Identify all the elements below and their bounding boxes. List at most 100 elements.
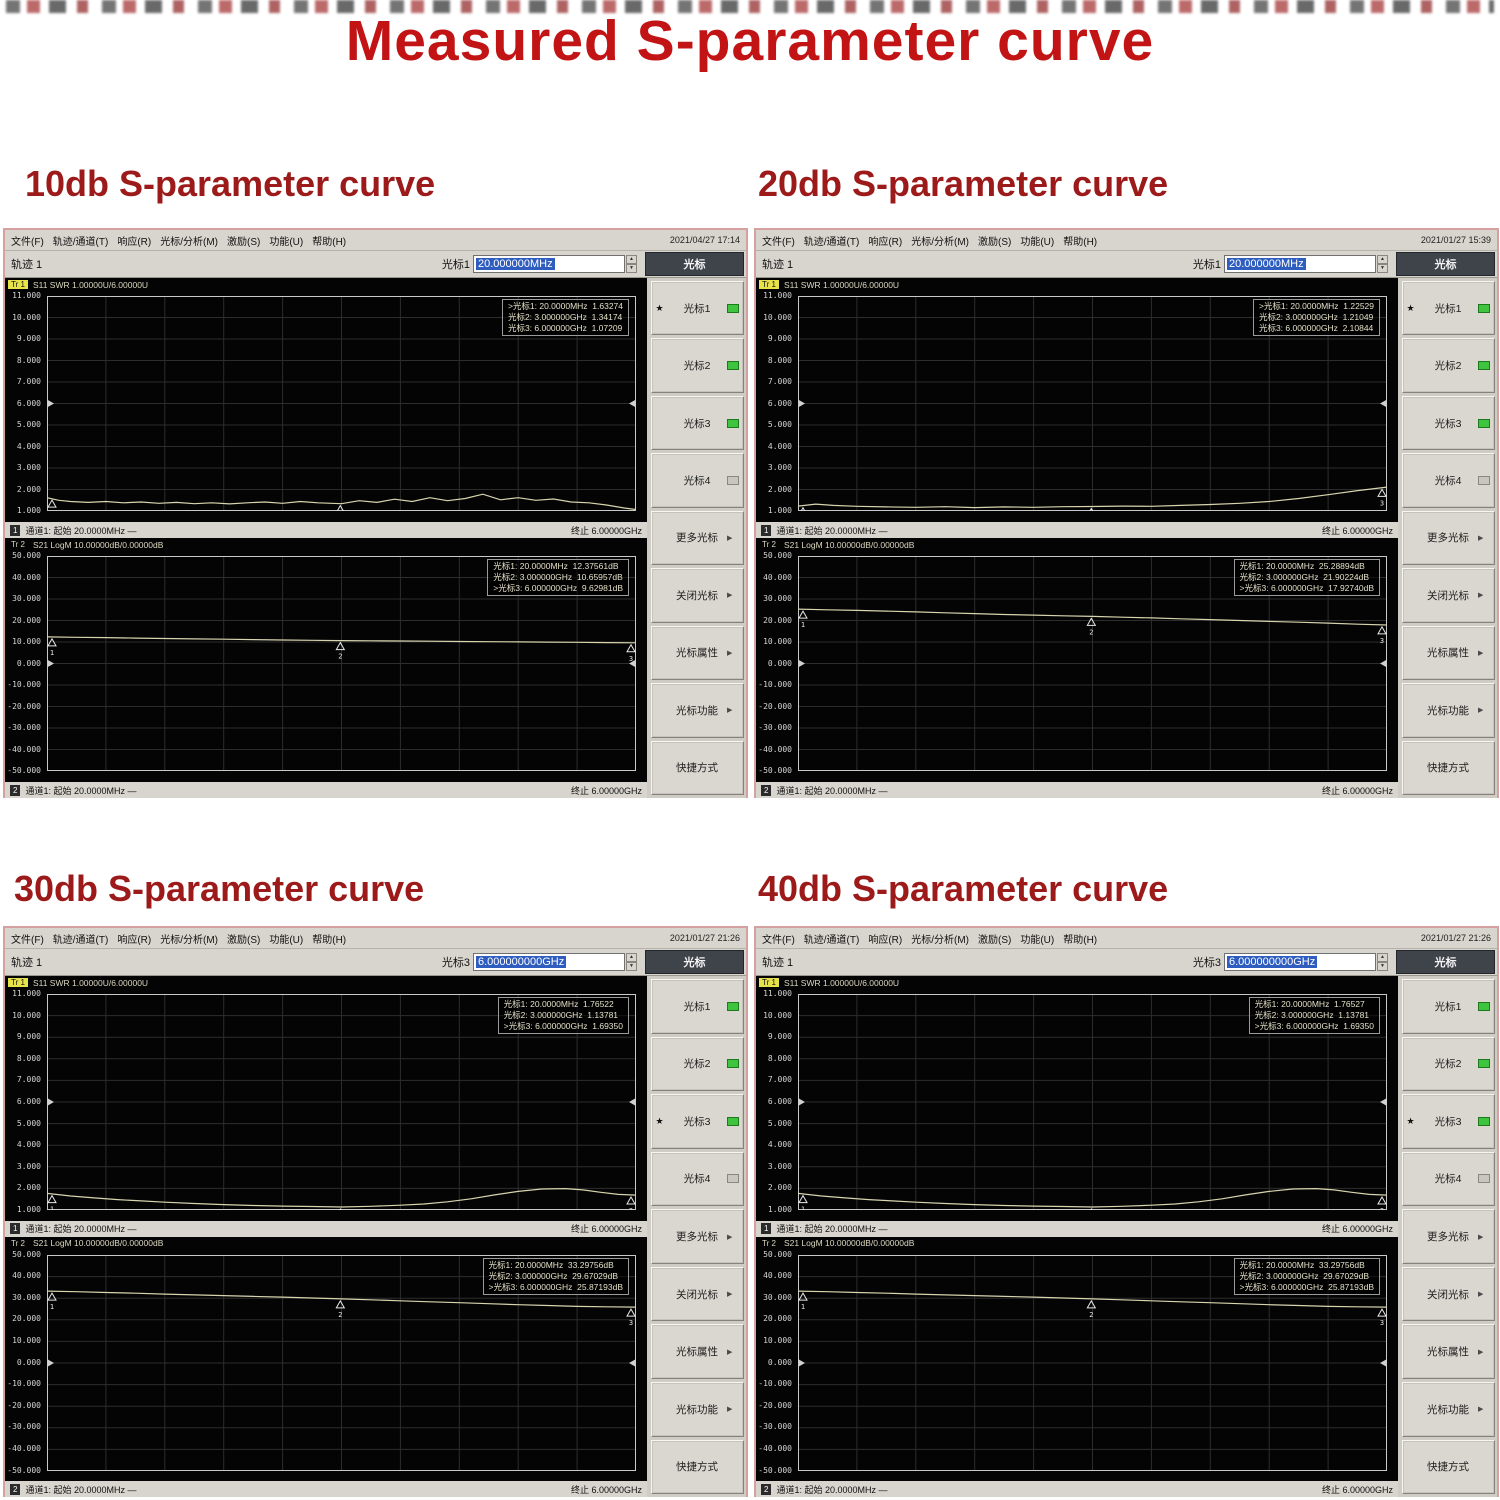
y-axis-tick-label: -30.000 <box>7 1422 41 1432</box>
sidebar-button-光标属性[interactable]: 光标属性 ▶ <box>1402 625 1495 681</box>
sidebar-button-光标2[interactable]: 光标2 <box>651 338 744 393</box>
sidebar-button-光标1[interactable]: 光标1 <box>651 979 744 1034</box>
start-frequency-label: 通道1: 起始 20.0000MHz — <box>25 1484 137 1495</box>
menu-item[interactable]: 功能(U) <box>269 236 304 248</box>
sidebar-button-光标3[interactable]: 光标3 <box>1402 395 1495 451</box>
svg-text:3: 3 <box>1380 1207 1384 1210</box>
trace-selector[interactable]: 轨迹 1 <box>11 957 43 969</box>
menu-item[interactable]: 响应(R) <box>117 934 152 946</box>
sidebar-button-光标4[interactable]: 光标4 <box>651 1151 744 1207</box>
sidebar-button-光标4[interactable]: 光标4 <box>651 453 744 508</box>
sidebar-button-快捷方式[interactable]: 快捷方式 <box>1402 740 1495 795</box>
channel-number-badge: 2 <box>761 784 772 796</box>
svg-text:3: 3 <box>629 655 633 663</box>
marker-frequency-input[interactable]: 6.000000000GHz <box>473 953 625 971</box>
marker-frequency-input[interactable]: 20.000000MHz <box>473 255 625 273</box>
spin-down-icon[interactable]: ▼ <box>626 962 637 971</box>
menu-item[interactable]: 轨迹/通道(T) <box>803 934 860 946</box>
sidebar-button-快捷方式[interactable]: 快捷方式 <box>651 1439 744 1495</box>
sidebar-button-光标1[interactable]: ★ 光标1 <box>1402 281 1495 336</box>
y-axis-tick-label: 8.000 <box>16 1053 41 1063</box>
menu-item[interactable]: 帮助(H) <box>312 236 347 248</box>
sidebar-button-光标功能[interactable]: 光标功能 ▶ <box>651 683 744 738</box>
sidebar-button-更多光标[interactable]: 更多光标 ▶ <box>651 510 744 566</box>
marker-frequency-input[interactable]: 20.000000MHz <box>1224 255 1376 273</box>
y-axis-tick-label: 20.000 <box>12 615 41 625</box>
menu-item[interactable]: 文件(F) <box>11 236 44 248</box>
sidebar-button-光标1[interactable]: ★ 光标1 <box>651 281 744 336</box>
menu-item[interactable]: 文件(F) <box>11 934 44 946</box>
frequency-spinner[interactable]: ▲ ▼ <box>1377 953 1388 971</box>
s21-chart: Tr 2 S21 LogM 10.00000dB/0.00000dB 50.00… <box>5 538 647 782</box>
menu-item[interactable]: 帮助(H) <box>312 934 347 946</box>
sidebar-button-光标3[interactable]: 光标3 <box>651 395 744 451</box>
spin-up-icon[interactable]: ▲ <box>1377 953 1388 962</box>
sidebar-button-更多光标[interactable]: 更多光标 ▶ <box>1402 510 1495 566</box>
menu-item[interactable]: 响应(R) <box>117 236 152 248</box>
spin-up-icon[interactable]: ▲ <box>626 953 637 962</box>
sidebar-button-光标属性[interactable]: 光标属性 ▶ <box>1402 1324 1495 1379</box>
sidebar-button-光标功能[interactable]: 光标功能 ▶ <box>651 1381 744 1437</box>
menu-item[interactable]: 激励(S) <box>978 934 1012 946</box>
sidebar-button-label: 光标4 <box>1434 1173 1462 1186</box>
sidebar-button-光标功能[interactable]: 光标功能 ▶ <box>1402 683 1495 738</box>
sidebar-button-光标属性[interactable]: 光标属性 ▶ <box>651 625 744 681</box>
sidebar-button-label: 光标功能 <box>1427 1403 1469 1416</box>
menu-item[interactable]: 光标/分析(M) <box>911 934 969 946</box>
start-frequency-label: 通道1: 起始 20.0000MHz — <box>25 1224 137 1234</box>
menu-item[interactable]: 响应(R) <box>868 236 903 248</box>
menu-item[interactable]: 光标/分析(M) <box>911 236 969 248</box>
marker-frequency-input[interactable]: 6.000000000GHz <box>1224 953 1376 971</box>
sidebar-button-光标4[interactable]: 光标4 <box>1402 1151 1495 1207</box>
sidebar-button-光标属性[interactable]: 光标属性 ▶ <box>651 1324 744 1379</box>
sidebar-button-更多光标[interactable]: 更多光标 ▶ <box>1402 1209 1495 1264</box>
sidebar-button-快捷方式[interactable]: 快捷方式 <box>651 740 744 795</box>
frequency-spinner[interactable]: ▲ ▼ <box>626 255 637 273</box>
spin-down-icon[interactable]: ▼ <box>1377 264 1388 273</box>
trace-selector[interactable]: 轨迹 1 <box>11 259 43 271</box>
menu-item[interactable]: 功能(U) <box>1020 934 1055 946</box>
menu-item[interactable]: 文件(F) <box>762 236 795 248</box>
ref-level-arrow-left-icon <box>47 659 54 668</box>
spin-down-icon[interactable]: ▼ <box>626 264 637 273</box>
menu-item[interactable]: 功能(U) <box>1020 236 1055 248</box>
spin-down-icon[interactable]: ▼ <box>1377 962 1388 971</box>
sidebar-button-光标4[interactable]: 光标4 <box>1402 453 1495 508</box>
menu-item[interactable]: 激励(S) <box>978 236 1012 248</box>
sidebar-button-快捷方式[interactable]: 快捷方式 <box>1402 1439 1495 1495</box>
sidebar-button-光标2[interactable]: 光标2 <box>1402 338 1495 393</box>
menu-item[interactable]: 文件(F) <box>762 934 795 946</box>
menu-item[interactable]: 响应(R) <box>868 934 903 946</box>
menu-item[interactable]: 轨迹/通道(T) <box>52 236 109 248</box>
sidebar-button-更多光标[interactable]: 更多光标 ▶ <box>651 1209 744 1264</box>
sidebar-button-关闭光标[interactable]: 关闭光标 ▶ <box>651 568 744 623</box>
menu-item[interactable]: 功能(U) <box>269 934 304 946</box>
menu-item[interactable]: 帮助(H) <box>1063 934 1098 946</box>
menu-item[interactable]: 帮助(H) <box>1063 236 1098 248</box>
trace-selector[interactable]: 轨迹 1 <box>762 259 794 271</box>
sidebar-button-光标3[interactable]: ★ 光标3 <box>651 1094 744 1149</box>
menu-item[interactable]: 轨迹/通道(T) <box>803 236 860 248</box>
menu-item[interactable]: 激励(S) <box>227 934 261 946</box>
spin-up-icon[interactable]: ▲ <box>626 255 637 264</box>
menu-item[interactable]: 轨迹/通道(T) <box>52 934 109 946</box>
sidebar-button-关闭光标[interactable]: 关闭光标 ▶ <box>1402 1266 1495 1322</box>
menu-item[interactable]: 光标/分析(M) <box>160 236 218 248</box>
menu-item[interactable]: 光标/分析(M) <box>160 934 218 946</box>
sidebar-button-关闭光标[interactable]: 关闭光标 ▶ <box>1402 568 1495 623</box>
sidebar-button-光标2[interactable]: 光标2 <box>651 1036 744 1092</box>
sidebar-button-光标2[interactable]: 光标2 <box>1402 1036 1495 1092</box>
marker-readout-line: 光标1: 20.0000MHz 25.28894dB <box>1239 561 1365 571</box>
marker-readout-line: 光标1: 20.0000MHz 12.37561dB <box>493 561 619 571</box>
swr-chart: Tr 1 S11 SWR 1.00000U/6.00000U 11.000 10.… <box>5 976 647 1221</box>
y-axis-tick-label: 8.000 <box>16 355 41 365</box>
sidebar-button-光标1[interactable]: 光标1 <box>1402 979 1495 1034</box>
sidebar-button-光标3[interactable]: ★ 光标3 <box>1402 1094 1495 1149</box>
sidebar-button-光标功能[interactable]: 光标功能 ▶ <box>1402 1381 1495 1437</box>
spin-up-icon[interactable]: ▲ <box>1377 255 1388 264</box>
trace-selector[interactable]: 轨迹 1 <box>762 957 794 969</box>
sidebar-button-关闭光标[interactable]: 关闭光标 ▶ <box>651 1266 744 1322</box>
menu-item[interactable]: 激励(S) <box>227 236 261 248</box>
frequency-spinner[interactable]: ▲ ▼ <box>626 953 637 971</box>
frequency-spinner[interactable]: ▲ ▼ <box>1377 255 1388 273</box>
